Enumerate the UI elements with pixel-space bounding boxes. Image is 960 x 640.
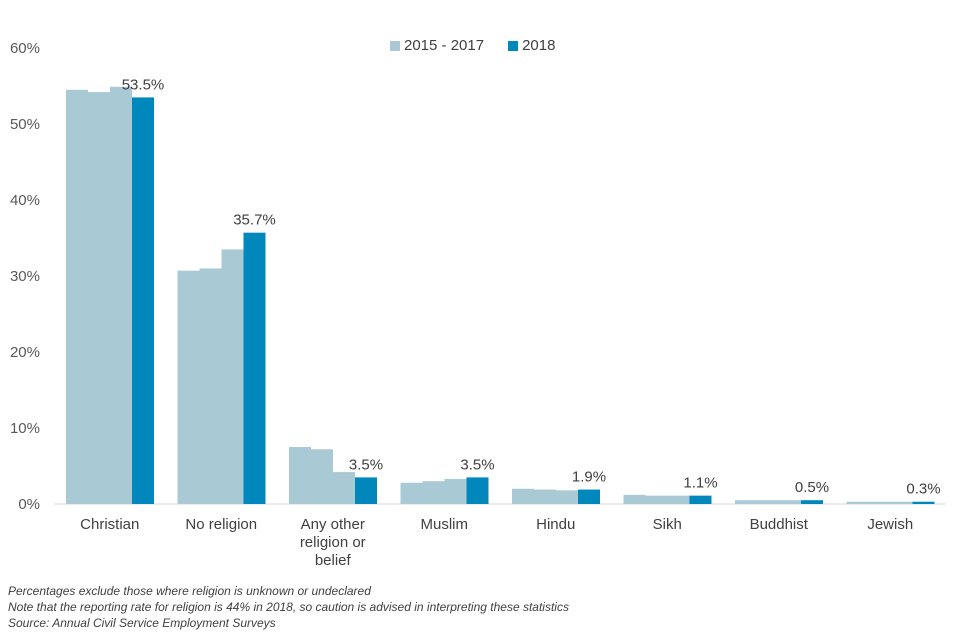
legend-item-2015-2017: 2015 - 2017: [390, 37, 484, 54]
data-label-2018: 1.9%: [572, 469, 606, 486]
bar-2015-2017: [177, 270, 200, 504]
bar-2015-2017: [667, 495, 690, 504]
bar-2015-2017: [66, 89, 88, 505]
bar-2015-2017: [735, 500, 757, 504]
bar-2018: [801, 500, 823, 504]
bar-2015-2017: [534, 489, 556, 504]
y-tick-label: 30%: [10, 268, 40, 285]
bar-2015-2017: [444, 478, 467, 504]
bar-2015-2017: [868, 501, 891, 504]
bar-2018: [355, 477, 377, 504]
bar-2015-2017: [333, 472, 355, 504]
data-label-2018: 0.5%: [795, 479, 829, 496]
bar-2015-2017: [289, 447, 311, 504]
bar-2015-2017: [623, 494, 646, 504]
data-label-2018: 3.5%: [460, 456, 494, 473]
bar-2018: [243, 232, 266, 504]
x-category-label: Sikh: [653, 516, 682, 533]
bar-2018: [466, 477, 489, 504]
y-tick-label: 10%: [10, 420, 40, 437]
bar-2015-2017: [221, 249, 244, 504]
data-label-2018: 35.7%: [233, 212, 276, 229]
bar-2018: [912, 501, 935, 504]
bar-2015-2017: [757, 500, 779, 504]
bar-2015-2017: [110, 86, 132, 504]
bar-2018: [132, 97, 154, 505]
bar-2015-2017: [556, 490, 578, 504]
note-exclusions: Percentages exclude those where religion…: [8, 584, 371, 598]
note-source: Source: Annual Civil Service Employment …: [8, 616, 276, 630]
bar-2015-2017: [512, 488, 534, 504]
legend-swatch-2018: [508, 40, 519, 51]
legend-swatch-2015-2017: [390, 40, 400, 51]
x-category-label: Jewish: [867, 516, 913, 533]
legend: 2015 - 2017 2018: [390, 37, 555, 54]
bar-2015-2017: [199, 268, 222, 504]
x-category-label: Buddhist: [750, 516, 809, 533]
bar-2015-2017: [311, 449, 333, 504]
bar-2018: [578, 489, 600, 504]
y-tick-label: 0%: [18, 496, 40, 513]
x-category-label: Christian: [80, 516, 139, 533]
legend-label-2015-2017: 2015 - 2017: [404, 37, 485, 54]
x-category-label: Muslim: [421, 516, 469, 533]
legend-label-2018: 2018: [522, 37, 556, 54]
bar-chart: 0% 10% 20% 30% 40% 50% 60% 53.5% Christian 35.7% N…: [10, 40, 946, 569]
bar-2015-2017: [890, 501, 913, 504]
data-label-2018: 1.1%: [683, 475, 717, 492]
data-label-2018: 53.5%: [122, 76, 165, 93]
data-label-2018: 3.5%: [349, 456, 383, 473]
note-reporting-rate: Note that the reporting rate for religio…: [8, 600, 569, 614]
chart-notes: Percentages exclude those where religion…: [8, 583, 569, 631]
legend-item-2018: 2018: [508, 37, 555, 54]
y-tick-label: 20%: [10, 344, 40, 361]
x-category-label: Any other religion or belief: [300, 516, 366, 569]
x-category-label: No religion: [185, 516, 257, 533]
y-tick-label: 60%: [10, 40, 40, 57]
bar-2015-2017: [400, 482, 423, 504]
y-tick-label: 50%: [10, 116, 40, 133]
x-category-label: Hindu: [536, 516, 575, 533]
bar-2015-2017: [88, 92, 110, 504]
y-tick-label: 40%: [10, 192, 40, 209]
bar-2015-2017: [779, 500, 801, 504]
bar-2015-2017: [645, 495, 668, 504]
bar-2018: [689, 495, 712, 504]
bar-2015-2017: [422, 481, 445, 504]
data-label-2018: 0.3%: [906, 481, 940, 498]
bar-2015-2017: [846, 501, 869, 504]
